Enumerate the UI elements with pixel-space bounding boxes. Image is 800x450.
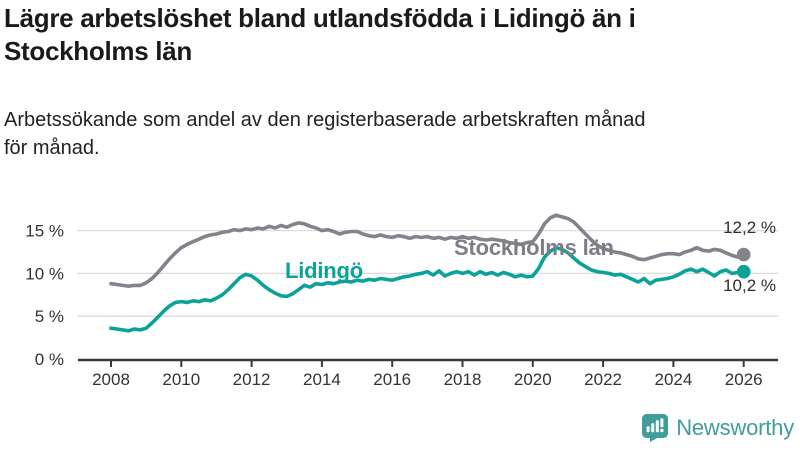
x-tick-label: 2018: [444, 370, 482, 389]
x-tick-label: 2022: [584, 370, 622, 389]
y-tick-label: 15 %: [25, 222, 64, 241]
x-tick-label: 2010: [162, 370, 200, 389]
newsworthy-wordmark: Newsworthy: [676, 414, 794, 440]
series-line-stockholms-l-n: [109, 213, 746, 289]
newsworthy-logo[interactable]: Newsworthy: [641, 413, 794, 442]
x-tick-label: 2014: [303, 370, 341, 389]
end-value-label-lidingo: 10,2 %: [723, 276, 776, 295]
x-tick-label: 2024: [654, 370, 692, 389]
newsworthy-icon: [642, 414, 669, 442]
series-label-stockholms-lan: Stockholms län: [454, 235, 614, 260]
series-end-dot-liding-: [736, 264, 751, 279]
y-tick-label: 5 %: [35, 307, 64, 326]
y-tick-label: 10 %: [25, 264, 64, 283]
end-value-label-stockholms-lan: 12,2 %: [723, 218, 776, 237]
series-end-dot-stockholms-l-n: [736, 247, 751, 262]
x-tick-label: 2026: [725, 370, 763, 389]
x-tick-label: 2008: [92, 370, 130, 389]
x-tick-label: 2016: [373, 370, 411, 389]
y-tick-label: 0 %: [35, 350, 64, 369]
chart-subtitle: Arbetssökande som andel av den registerb…: [4, 109, 646, 159]
x-tick-label: 2020: [514, 370, 552, 389]
series-line-liding-: [109, 245, 746, 333]
series-label-lidingo: Lidingö: [285, 258, 364, 283]
x-tick-label: 2012: [233, 370, 271, 389]
chart-title: Lägre arbetslöshet bland utlandsfödda i …: [4, 3, 636, 66]
